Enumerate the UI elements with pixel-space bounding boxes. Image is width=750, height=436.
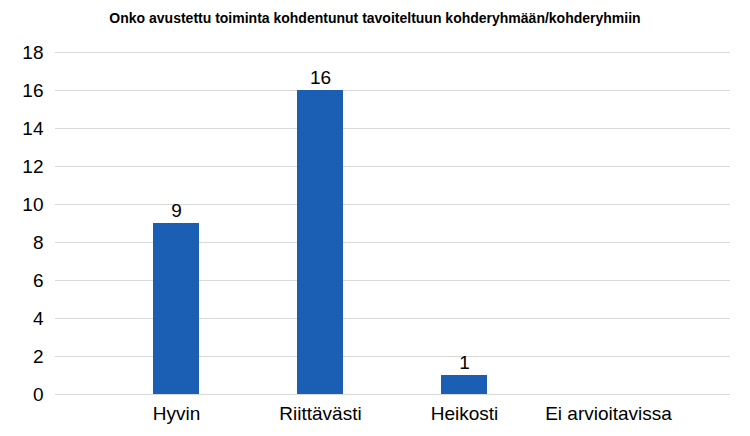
svg-text:6: 6 [33, 270, 44, 291]
svg-text:16: 16 [22, 80, 43, 101]
svg-text:10: 10 [22, 194, 43, 215]
svg-text:Riittävästi: Riittävästi [279, 403, 361, 424]
svg-text:1: 1 [459, 352, 470, 373]
svg-text:14: 14 [22, 118, 44, 139]
svg-text:9: 9 [171, 200, 182, 221]
svg-text:Heikosti: Heikosti [431, 403, 499, 424]
html-text:Onko avustettu toiminta kohden: Onko avustettu toiminta kohdentunut tavo… [109, 10, 641, 26]
svg-text:18: 18 [22, 42, 43, 63]
svg-text:2: 2 [33, 346, 44, 367]
svg-text:12: 12 [22, 156, 43, 177]
svg-text:0: 0 [33, 384, 44, 405]
svg-text:Hyvin: Hyvin [153, 403, 201, 424]
svg-text:Ei arvioitavissa: Ei arvioitavissa [545, 403, 672, 424]
svg-text:16: 16 [310, 67, 331, 88]
svg-text:4: 4 [33, 308, 44, 329]
svg-text:8: 8 [33, 232, 44, 253]
